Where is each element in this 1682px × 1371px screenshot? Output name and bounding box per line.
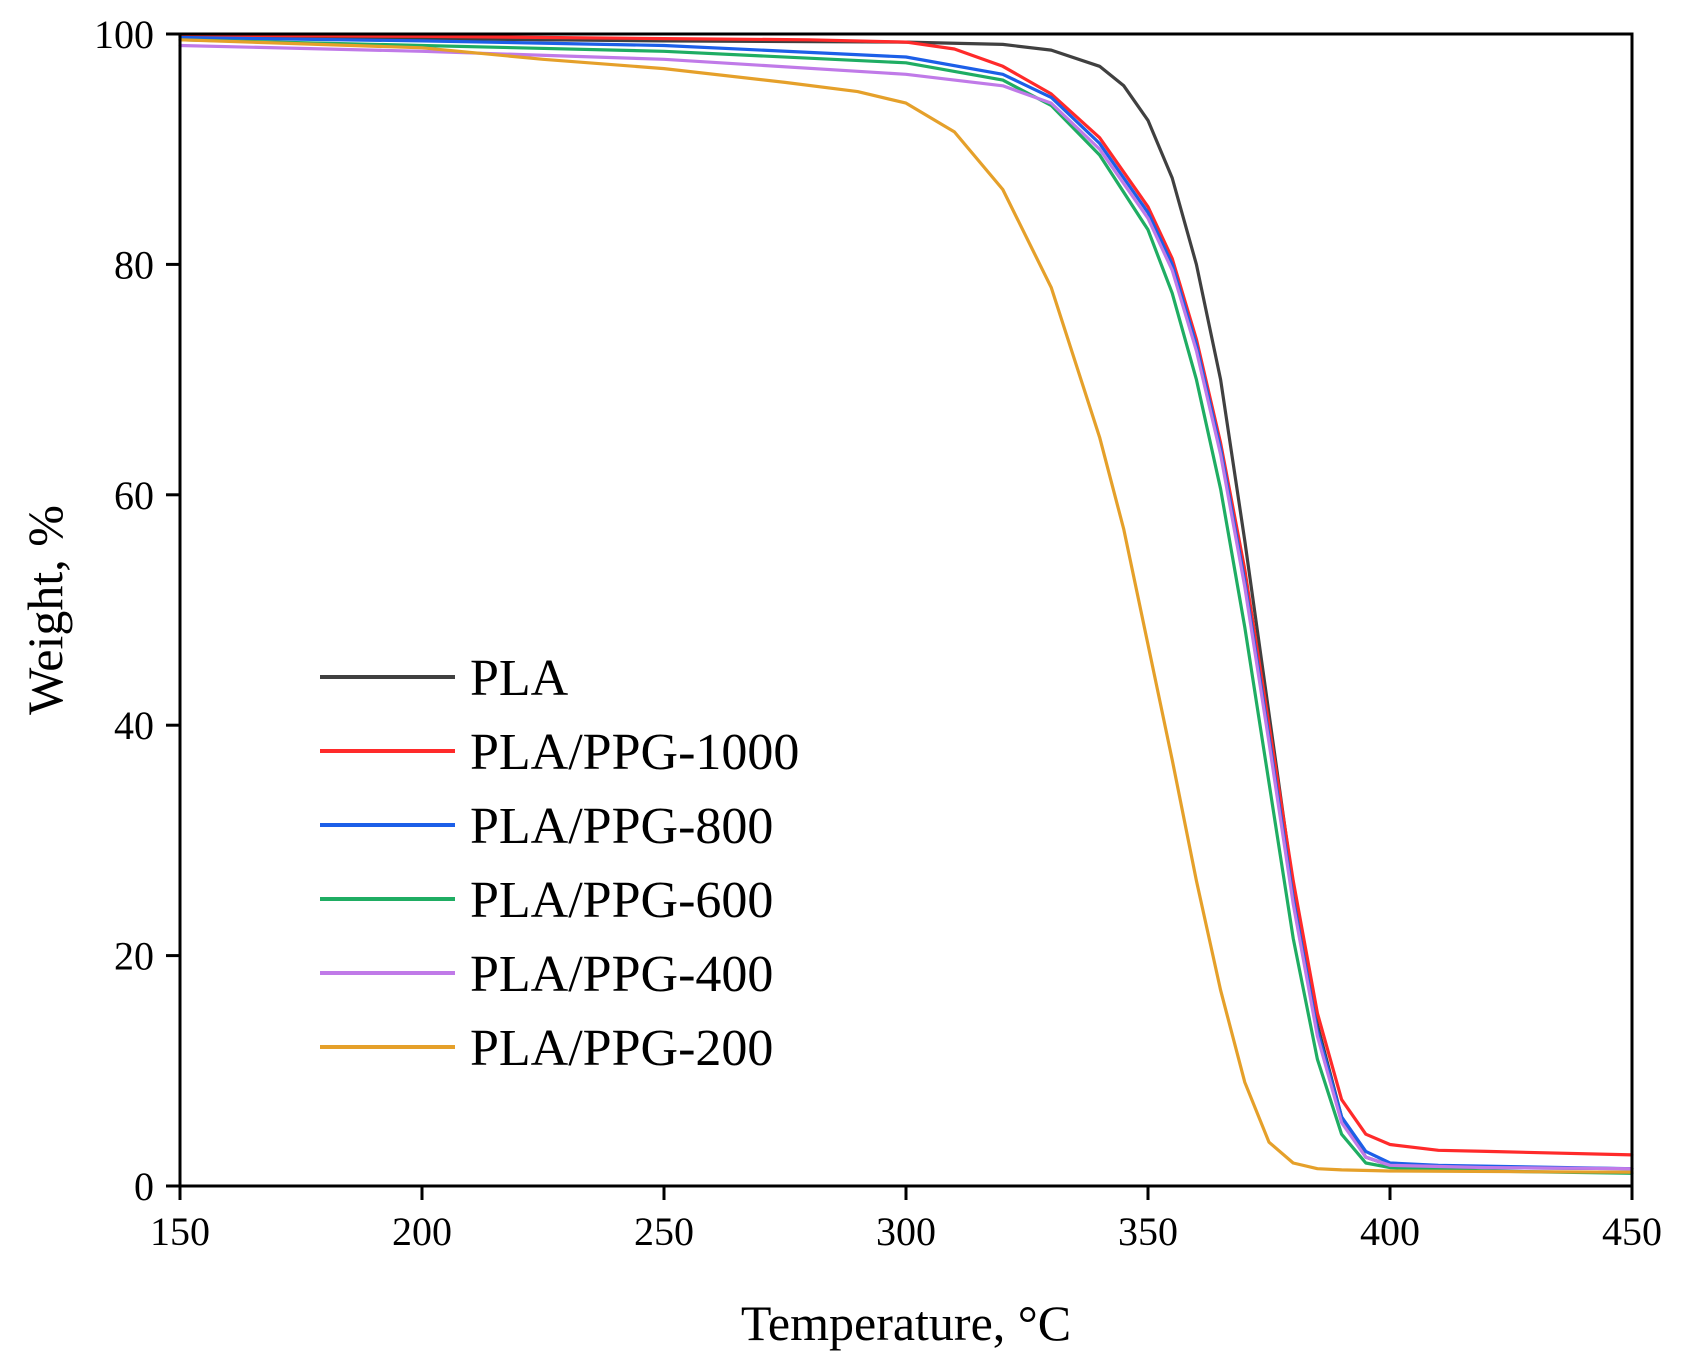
legend: PLA PLA/PPG-1000 PLA/PPG-800 PLA/PPG-600 PLA… <box>320 650 799 1077</box>
x-tick-label: 350 <box>1118 1209 1178 1254</box>
y-tick-label: 60 <box>114 473 154 518</box>
x-tick-label: 200 <box>392 1209 452 1254</box>
x-tick-label: 400 <box>1360 1209 1420 1254</box>
y-tick-label: 100 <box>94 12 154 57</box>
x-tick-label: 250 <box>634 1209 694 1254</box>
series-layer <box>178 33 1634 1175</box>
y-tick-label: 40 <box>114 703 154 748</box>
series-line-2 <box>178 35 1634 1171</box>
x-axis-title: Temperature, °C <box>741 1295 1071 1351</box>
x-tick-label: 150 <box>150 1209 210 1254</box>
series-line-4 <box>178 43 1634 1171</box>
y-axis-title: Weight, % <box>17 505 73 715</box>
y-tick-label: 20 <box>114 934 154 979</box>
y-axis-ticks: 0 20 40 60 80 100 <box>94 12 180 1209</box>
legend-label-1: PLA/PPG-1000 <box>470 724 799 781</box>
y-tick-label: 80 <box>114 242 154 287</box>
x-tick-label: 300 <box>876 1209 936 1254</box>
legend-label-4: PLA/PPG-400 <box>470 946 773 1003</box>
series-line-0 <box>178 34 1634 1171</box>
x-tick-label: 450 <box>1602 1209 1662 1254</box>
y-tick-label: 0 <box>134 1164 154 1209</box>
series-line-5 <box>178 38 1634 1174</box>
x-axis-ticks: 150 200 250 300 350 400 450 <box>150 1186 1662 1254</box>
legend-label-3: PLA/PPG-600 <box>470 872 773 929</box>
series-line-1 <box>178 33 1634 1157</box>
legend-label-0: PLA <box>470 650 569 707</box>
plot-area-frame <box>178 32 1634 1188</box>
series-line-3 <box>178 38 1634 1175</box>
legend-label-2: PLA/PPG-800 <box>470 798 773 855</box>
legend-label-5: PLA/PPG-200 <box>470 1020 773 1077</box>
